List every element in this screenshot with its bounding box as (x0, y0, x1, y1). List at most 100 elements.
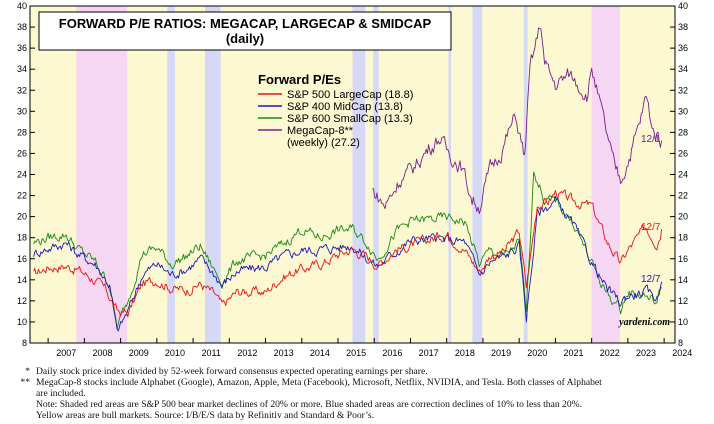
x-tick-label: 2021 (564, 348, 584, 358)
y-tick-label: 14 (678, 275, 688, 285)
footnote-mark: ** (20, 377, 30, 388)
y-tick-label: 8 (678, 338, 683, 348)
y-tick-label: 12 (678, 296, 688, 306)
footnote-text: Daily stock price index divided by 52-we… (36, 366, 428, 377)
y-tick-label: 28 (17, 127, 27, 137)
title-box: FORWARD P/E RATIOS: MEGACAP, LARGECAP & … (38, 11, 452, 51)
y-tick-label: 24 (17, 170, 27, 180)
correction-band (167, 6, 175, 343)
y-tick-label: 26 (678, 148, 688, 158)
market-regime-bands (30, 6, 675, 343)
footnote-5: Yellow areas are bull markets. Source: I… (10, 410, 710, 421)
y-tick-label: 36 (17, 43, 27, 53)
y-tick-label: 28 (678, 127, 688, 137)
y-tick-label: 10 (17, 317, 27, 327)
x-tick-label: 2017 (419, 348, 439, 358)
y-tick-label: 18 (17, 233, 27, 243)
y-tick-label: 16 (17, 254, 27, 264)
correction-band (373, 6, 379, 343)
legend-title: Forward P/Es (258, 72, 341, 87)
footnote-mark (10, 399, 36, 410)
footnote-text: are included. (36, 388, 86, 399)
footnote-3: are included. (10, 388, 710, 399)
y-tick-label: 34 (17, 64, 27, 74)
x-tick-label: 2023 (636, 348, 656, 358)
chart-title: FORWARD P/E RATIOS: MEGACAP, LARGECAP & … (59, 16, 432, 31)
correction-band (472, 6, 483, 343)
footnote-1: * Daily stock price index divided by 52-w… (10, 366, 710, 377)
footnote-4: Note: Shaded red areas are S&P 500 bear … (10, 399, 710, 410)
end-labels: 12/7 12/7 12/1 (641, 134, 661, 285)
x-tick-label: 2016 (382, 348, 402, 358)
end-label: 12/7 (641, 274, 661, 285)
correction-band (448, 6, 452, 343)
chart-subtitle: (daily) (226, 31, 264, 46)
series-line (33, 189, 663, 318)
correction-band (352, 6, 366, 343)
x-tick-label: 2007 (56, 348, 76, 358)
series-line (372, 27, 663, 215)
bear-market-band (76, 6, 128, 343)
x-tick-label: 2015 (346, 348, 366, 358)
y-tick-label: 22 (17, 191, 27, 201)
correction-band (523, 6, 528, 343)
watermark: yardeni.com (618, 317, 670, 328)
end-label: 12/1 (641, 134, 661, 145)
x-tick-label: 2018 (455, 348, 475, 358)
y-tick-label: 26 (17, 148, 27, 158)
x-tick-label: 2012 (237, 348, 257, 358)
x-tick-label: 2011 (202, 348, 221, 358)
legend-label-line2: (weekly) (27.2) (287, 137, 360, 149)
y-tick-label: 18 (678, 233, 688, 243)
y-tick-label: 38 (678, 22, 688, 32)
y-tick-label: 40 (678, 1, 688, 11)
y-tick-label: 30 (17, 106, 27, 116)
y-tick-label: 32 (678, 85, 688, 95)
x-tick-label: 2009 (129, 348, 149, 358)
x-tick-label: 2008 (92, 348, 112, 358)
series-lines (33, 27, 663, 332)
bear-market-band (591, 6, 620, 343)
y-axis-left: 8 10 12 14 16 18 20 22 24 26 28 30 32 34 36 38 40 (17, 1, 35, 348)
footnote-mark (10, 410, 36, 421)
y-tick-label: 30 (678, 106, 688, 116)
y-tick-label: 40 (17, 1, 27, 11)
y-axis-right: 8 10 12 14 16 18 20 22 24 26 28 30 32 34 36 38 40 (670, 1, 688, 348)
footnote-mark (10, 388, 36, 399)
y-tick-label: 10 (678, 317, 688, 327)
x-tick-label: 2024 (672, 348, 692, 358)
footnote-text: MegaCap-8 stocks include Alphabet (Googl… (36, 377, 602, 388)
legend-label: S&P 400 MidCap (13.8) (287, 101, 403, 113)
y-tick-label: 20 (678, 212, 688, 222)
y-tick-label: 32 (17, 85, 27, 95)
footnote-2: ** MegaCap-8 stocks include Alphabet (Goo… (10, 377, 710, 388)
x-tick-label: 2019 (491, 348, 511, 358)
y-tick-label: 22 (678, 191, 688, 201)
legend-label: S&P 600 SmallCap (13.3) (287, 113, 413, 125)
footnotes: * Daily stock price index divided by 52-w… (10, 366, 710, 421)
y-tick-label: 34 (678, 64, 688, 74)
y-tick-label: 20 (17, 212, 27, 222)
y-tick-label: 38 (17, 22, 27, 32)
legend: Forward P/Es S&P 500 LargeCap (18.8)S&P … (258, 72, 413, 149)
x-tick-label: 2020 (527, 348, 547, 358)
correction-band (205, 6, 221, 343)
y-tick-label: 8 (22, 338, 27, 348)
y-tick-label: 36 (678, 43, 688, 53)
y-tick-label: 16 (678, 254, 688, 264)
y-tick-label: 14 (17, 275, 27, 285)
x-tick-label: 2022 (600, 348, 620, 358)
x-axis: 2007 2008 2009 2010 2011 2012 2013 2014 2015 2016… (47, 338, 692, 358)
y-tick-label: 24 (678, 170, 688, 180)
legend-label: MegaCap-8** (287, 125, 354, 137)
footnote-text: Note: Shaded red areas are S&P 500 bear … (36, 399, 583, 410)
legend-label: S&P 500 LargeCap (18.8) (287, 89, 413, 101)
footnote-text: Yellow areas are bull markets. Source: I… (36, 410, 375, 421)
y-tick-label: 12 (17, 296, 27, 306)
end-label: 12/7 (641, 222, 661, 233)
x-tick-label: 2010 (165, 348, 185, 358)
x-tick-label: 2014 (310, 348, 330, 358)
footnote-mark: * (25, 366, 30, 377)
series-line (33, 196, 663, 332)
